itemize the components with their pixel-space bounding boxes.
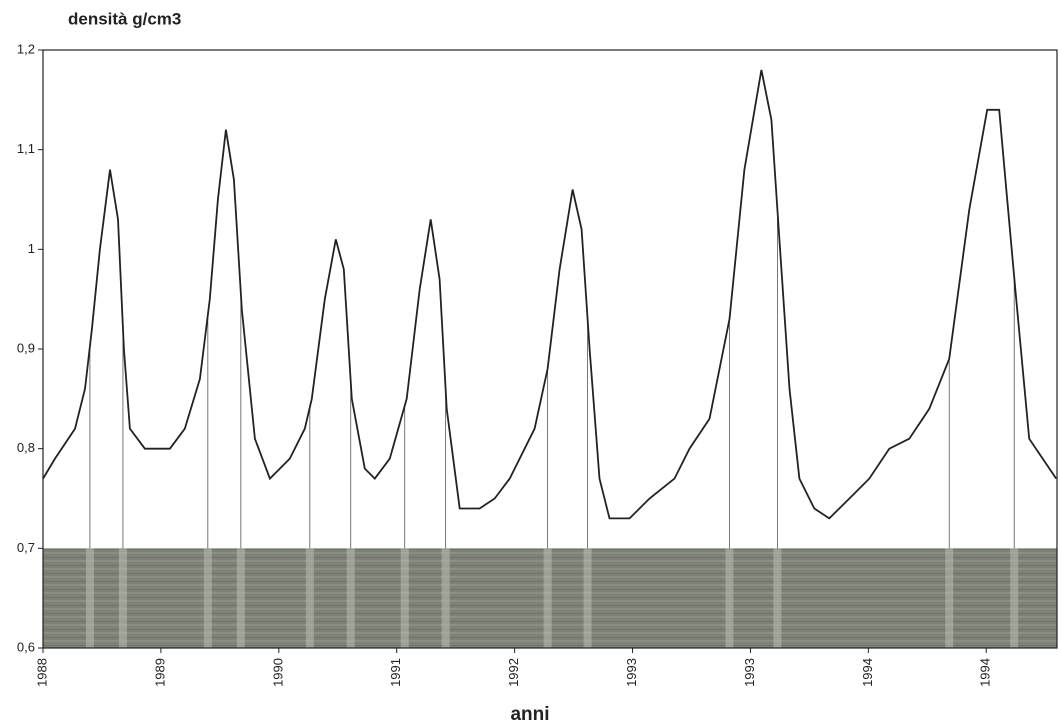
x-tick-label: 1992 xyxy=(506,658,521,687)
band-stripe xyxy=(203,548,212,648)
band-stripe xyxy=(1010,548,1019,648)
band-stripe xyxy=(400,548,409,648)
band-stripe xyxy=(85,548,94,648)
band-stripe xyxy=(118,548,127,648)
y-tick-label: 1,1 xyxy=(17,141,35,156)
x-tick-label: 1988 xyxy=(34,658,49,687)
x-axis-title: anni xyxy=(510,704,549,725)
band-stripe xyxy=(305,548,314,648)
band-stripe xyxy=(583,548,592,648)
x-tick-label: 1994 xyxy=(860,658,875,687)
chart-title: densità g/cm3 xyxy=(68,9,181,28)
y-tick-label: 0,9 xyxy=(17,340,35,355)
band-stripe xyxy=(725,548,734,648)
band-stripe xyxy=(236,548,245,648)
y-tick-label: 1 xyxy=(28,241,35,256)
y-tick-label: 0,6 xyxy=(17,639,35,654)
band-stripe xyxy=(441,548,450,648)
y-tick-label: 1,2 xyxy=(17,41,35,56)
x-tick-label: 1993 xyxy=(742,658,757,687)
band-stripe xyxy=(773,548,782,648)
x-tick-label: 1994 xyxy=(978,658,993,687)
density-line xyxy=(42,69,1057,520)
x-tick-label: 1993 xyxy=(624,658,639,687)
y-tick-label: 0,7 xyxy=(17,540,35,555)
band-stripe xyxy=(945,548,954,648)
xray-band xyxy=(43,548,1057,648)
band-stripe xyxy=(346,548,355,648)
y-tick-label: 0,8 xyxy=(17,440,35,455)
x-tick-label: 1990 xyxy=(270,658,285,687)
x-tick-label: 1991 xyxy=(388,658,403,687)
band-stripe xyxy=(543,548,552,648)
x-tick-label: 1989 xyxy=(152,658,167,687)
